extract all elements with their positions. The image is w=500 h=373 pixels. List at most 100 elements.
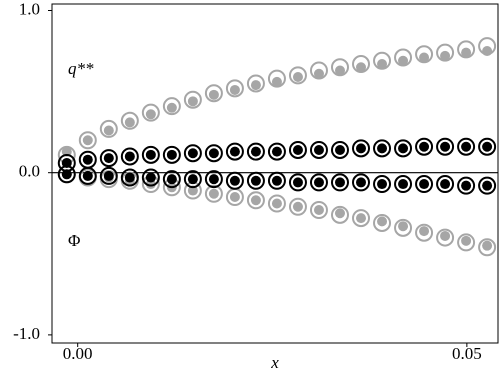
open-marker (330, 205, 349, 224)
open-marker (99, 166, 118, 185)
filled-marker (61, 157, 72, 168)
open-marker (288, 140, 307, 159)
filled-marker (461, 235, 472, 246)
open-marker (225, 171, 244, 190)
annotation: Φ (68, 231, 80, 250)
filled-marker (482, 240, 493, 251)
open-marker (478, 176, 497, 195)
filled-marker (334, 144, 345, 155)
plot-frame (51, 3, 499, 344)
open-marker (183, 170, 202, 189)
open-marker (78, 166, 97, 185)
open-marker (246, 142, 265, 161)
open-marker (436, 228, 455, 247)
open-marker (267, 194, 286, 213)
open-marker (309, 200, 328, 219)
open-marker (478, 137, 497, 156)
open-marker (141, 103, 160, 122)
filled-marker (250, 146, 261, 157)
filled-marker (166, 102, 177, 113)
filled-marker (398, 179, 409, 190)
open-marker (309, 140, 328, 159)
filled-marker (103, 125, 114, 136)
open-marker (204, 184, 223, 203)
filled-marker (313, 177, 324, 188)
filled-marker (292, 71, 303, 82)
x-tick-label: 0.05 (452, 344, 482, 363)
open-marker (120, 147, 139, 166)
open-marker (204, 84, 223, 103)
open-marker (415, 223, 434, 242)
filled-marker (166, 174, 177, 185)
filled-marker (419, 141, 430, 152)
filled-marker (461, 180, 472, 191)
x-tick-label: 0.00 (63, 344, 93, 363)
filled-marker (440, 230, 451, 241)
open-marker (330, 140, 349, 159)
open-marker (141, 145, 160, 164)
open-marker (457, 176, 476, 195)
open-marker (225, 79, 244, 98)
filled-marker (145, 149, 156, 160)
filled-marker (187, 185, 198, 196)
open-marker (267, 171, 286, 190)
filled-marker (419, 179, 430, 190)
open-marker (309, 173, 328, 192)
filled-marker (124, 117, 135, 128)
filled-marker (313, 204, 324, 215)
filled-marker (166, 149, 177, 160)
filled-marker (334, 208, 345, 219)
open-marker (162, 170, 181, 189)
filled-marker (208, 174, 219, 185)
filled-marker (292, 201, 303, 212)
filled-marker (82, 170, 93, 181)
filled-marker (250, 195, 261, 206)
open-marker (267, 142, 286, 161)
x-axis-label: x (270, 353, 279, 372)
filled-marker (292, 144, 303, 155)
open-marker (120, 111, 139, 130)
filled-marker (461, 47, 472, 58)
open-marker (246, 171, 265, 190)
filled-marker (229, 84, 240, 95)
filled-marker (229, 146, 240, 157)
open-marker (478, 238, 497, 257)
filled-marker (271, 198, 282, 209)
filled-marker (208, 148, 219, 159)
open-marker (352, 139, 371, 158)
filled-marker (482, 141, 493, 152)
filled-marker (145, 172, 156, 183)
filled-marker (229, 192, 240, 203)
filled-marker (292, 177, 303, 188)
open-marker (457, 233, 476, 252)
filled-marker (271, 146, 282, 157)
filled-marker (334, 177, 345, 188)
filled-marker (377, 143, 388, 154)
filled-marker (440, 179, 451, 190)
filled-marker (229, 175, 240, 186)
open-marker (352, 209, 371, 228)
filled-marker (398, 55, 409, 66)
y-tick-label: 0.0 (19, 162, 40, 181)
filled-marker (145, 109, 156, 120)
open-marker (204, 144, 223, 163)
open-marker (183, 90, 202, 109)
filled-marker (103, 153, 114, 164)
open-marker (373, 139, 392, 158)
filled-marker (82, 154, 93, 165)
filled-marker (313, 144, 324, 155)
filled-marker (334, 65, 345, 76)
open-marker (394, 139, 413, 158)
filled-marker (82, 135, 93, 146)
open-marker (394, 175, 413, 194)
filled-marker (208, 89, 219, 100)
open-marker (57, 165, 76, 184)
open-marker (436, 175, 455, 194)
filled-marker (419, 226, 430, 237)
open-marker (373, 175, 392, 194)
open-marker (415, 137, 434, 156)
filled-marker (356, 62, 367, 73)
open-marker (373, 213, 392, 232)
filled-marker (103, 170, 114, 181)
